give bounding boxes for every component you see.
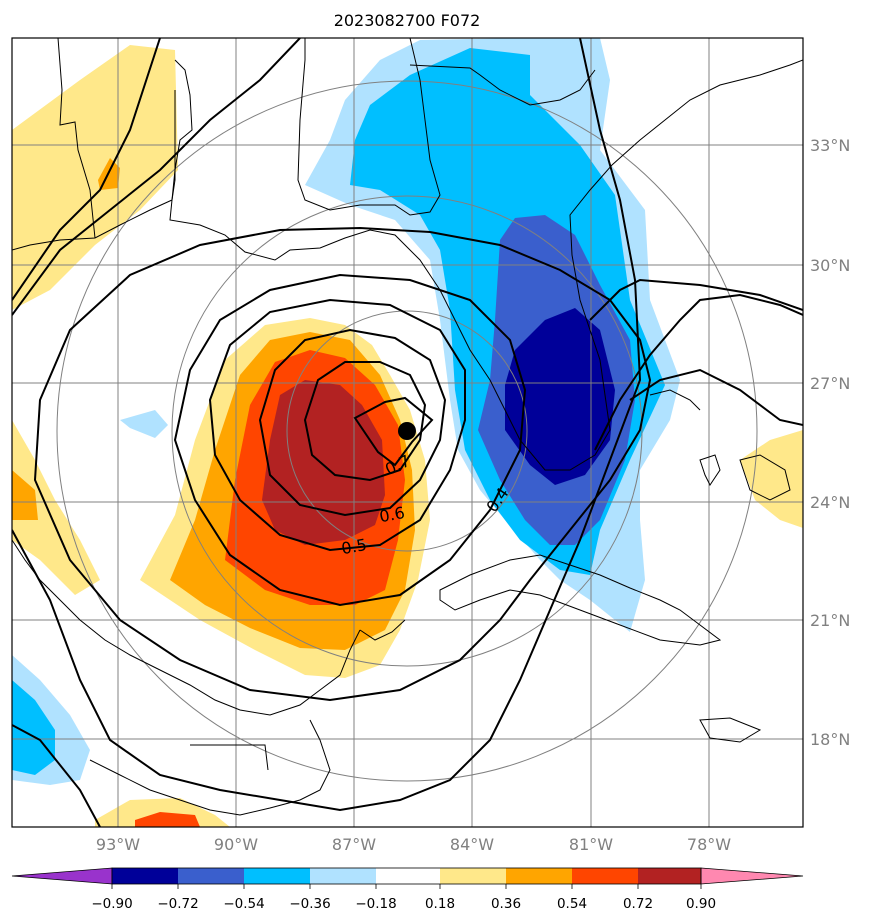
colorbar-tick-label: 0.72 (623, 896, 653, 912)
lon-label-81w: 81°W (569, 835, 613, 854)
lat-label-33n: 33°N (810, 136, 850, 155)
colorbar-tick-label: −0.90 (91, 896, 132, 912)
colorbar-bin-3 (244, 868, 310, 884)
lon-label-84w: 84°W (450, 835, 494, 854)
lon-label-78w: 78°W (687, 835, 731, 854)
contour-east-2 (629, 368, 803, 426)
colorbar-bin-9 (638, 868, 701, 884)
contour-lines (12, 38, 803, 827)
colorbar-bin-4 (310, 868, 376, 884)
contour-west-2 (12, 38, 161, 301)
lat-label-24n: 24°N (810, 493, 850, 512)
colorbar-extend-left (11, 867, 113, 885)
figure-title: 2023082700 F072 (334, 11, 481, 30)
negative-anomaly-fill (12, 38, 680, 785)
colorbar-bin-1 (112, 868, 178, 884)
coastlines (12, 38, 803, 816)
colorbar-bin-6 (440, 868, 506, 884)
contour-big-loop (33, 226, 652, 702)
contour-mid-loop (173, 273, 527, 607)
contour-south (12, 38, 642, 812)
colorbar-tick-label: −0.72 (157, 896, 198, 912)
lon-label-90w: 90°W (214, 835, 258, 854)
storm-center-marker (398, 422, 416, 440)
colorbar-bin-2 (178, 868, 244, 884)
lat-label-18n: 18°N (810, 730, 850, 749)
colorbar: −0.90 −0.72 −0.54 −0.36 −0.18 0.18 0.36 … (11, 867, 804, 912)
map-panel (12, 38, 803, 827)
colorbar-tick-label: 0.18 (425, 896, 455, 912)
map-frame (11, 37, 804, 828)
contour-inner-2 (258, 328, 447, 517)
colorbar-tick-label: −0.36 (289, 896, 330, 912)
pos-light-w (12, 470, 38, 520)
lat-label-27n: 27°N (810, 374, 850, 393)
contour-inner-1 (208, 298, 466, 552)
colorbar-tick-label: 0.54 (557, 896, 587, 912)
contour-label-06: 0.6 (378, 503, 406, 526)
neg-light-sw (12, 680, 55, 775)
pos-light-s (135, 812, 200, 827)
lon-label-87w: 87°W (332, 835, 376, 854)
contour-outer-west (12, 38, 301, 316)
latitude-labels: 33°N 30°N 27°N 24°N 21°N 18°N (810, 136, 850, 749)
contour-inner-4 (353, 396, 434, 467)
lat-label-21n: 21°N (810, 611, 850, 630)
graticule (12, 38, 803, 827)
lon-label-93w: 93°W (96, 835, 140, 854)
colorbar-bin-7 (506, 868, 572, 884)
colorbar-tick-label: 0.90 (686, 896, 716, 912)
contour-sw (12, 724, 101, 827)
colorbar-extend-right (700, 867, 804, 885)
contour-inner-3 (303, 361, 427, 482)
colorbar-tick-label: −0.54 (223, 896, 264, 912)
lat-label-30n: 30°N (810, 256, 850, 275)
contour-east (594, 293, 803, 451)
neg-faint-small (120, 410, 168, 438)
colorbar-tick-label: 0.36 (491, 896, 521, 912)
longitude-labels: 93°W 90°W 87°W 84°W 81°W 78°W (96, 835, 731, 854)
colorbar-bin-8 (572, 868, 638, 884)
contour-east-3 (589, 278, 803, 321)
colorbar-bin-5 (376, 868, 440, 884)
contour-label-05: 0.5 (340, 535, 368, 558)
neg-strong-main (505, 308, 615, 485)
colorbar-tick-label: −0.18 (355, 896, 396, 912)
